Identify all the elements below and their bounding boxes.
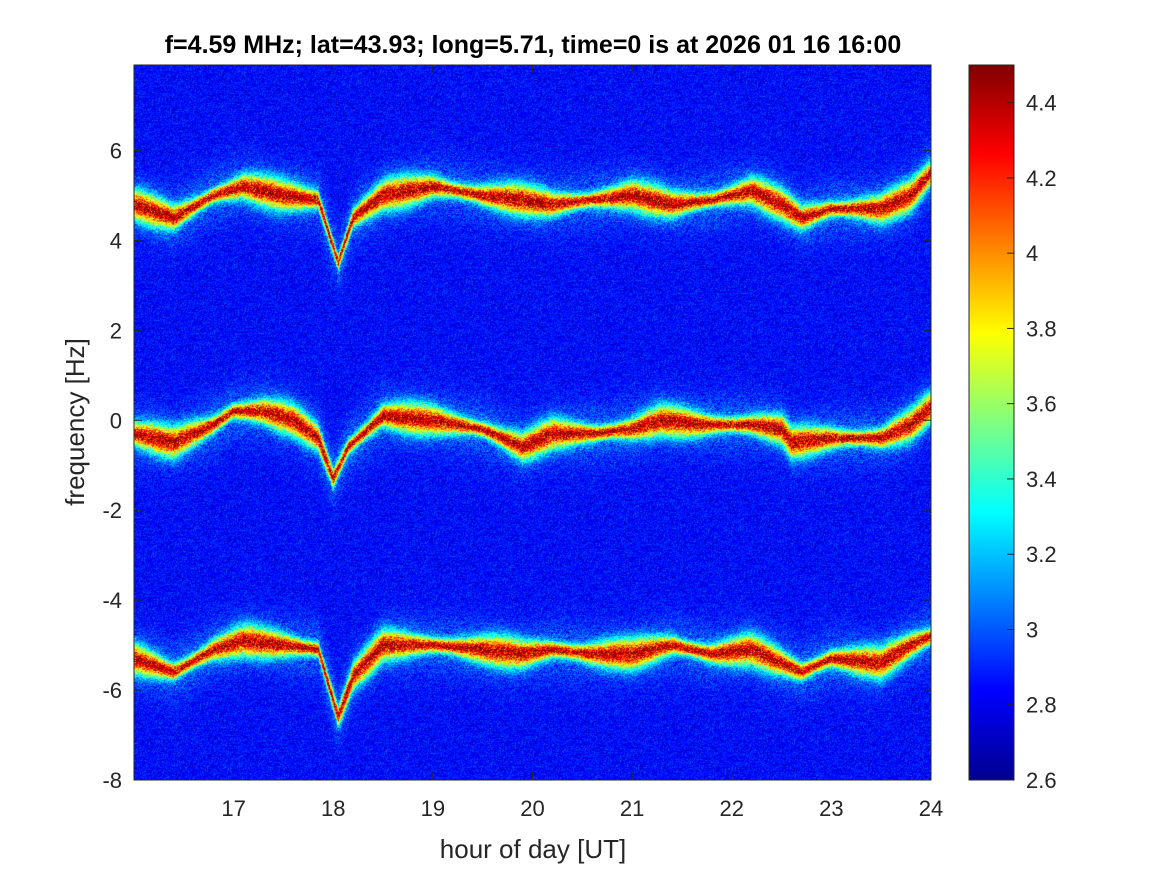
y-tick-label: -8 [102, 768, 122, 793]
chart-title: f=4.59 MHz; lat=43.93; long=5.71, time=0… [165, 31, 902, 59]
colorbar-tick-label: 3.4 [1026, 467, 1057, 492]
x-tick-label: 18 [321, 796, 345, 821]
x-tick-label: 23 [819, 796, 843, 821]
x-tick-label: 24 [919, 796, 943, 821]
y-axis: -8 -6 -4 -2 0 2 4 6 [102, 138, 931, 793]
colorbar-tick-label: 4.2 [1026, 166, 1057, 191]
y-tick-label: 6 [110, 138, 122, 163]
colorbar: 2.6 2.8 3 3.2 3.4 3.6 3.8 4 4.2 4.4 [968, 64, 1057, 793]
x-tick-label: 17 [221, 796, 245, 821]
y-tick-label: 2 [110, 318, 122, 343]
colorbar-tick-label: 3.8 [1026, 316, 1057, 341]
y-axis-label: frequency [Hz] [60, 338, 90, 506]
y-tick-label: 4 [110, 228, 122, 253]
y-tick-label: -4 [102, 588, 122, 613]
colorbar-tick-label: 2.6 [1026, 768, 1057, 793]
colorbar-ticks: 2.6 2.8 3 3.2 3.4 3.6 3.8 4 4.2 4.4 [1007, 91, 1057, 793]
x-axis: 17 18 19 20 21 22 23 24 [221, 65, 943, 821]
y-tick-label: -2 [102, 498, 122, 523]
colorbar-tick-label: 4.4 [1026, 91, 1057, 116]
x-axis-label: hour of day [UT] [440, 834, 626, 864]
x-tick-label: 22 [720, 796, 744, 821]
colorbar-tick-label: 3.2 [1026, 542, 1057, 567]
colorbar-tick-label: 3 [1026, 617, 1038, 642]
y-tick-label: -6 [102, 678, 122, 703]
colorbar-tick-label: 2.8 [1026, 693, 1057, 718]
colorbar-gradient [968, 64, 1015, 781]
plot-area [133, 64, 932, 781]
x-tick-label: 21 [620, 796, 644, 821]
spectrogram-heatmap [134, 65, 931, 780]
x-tick-label: 20 [520, 796, 544, 821]
colorbar-tick-label: 4 [1026, 241, 1038, 266]
y-tick-label: 0 [110, 408, 122, 433]
x-tick-label: 19 [421, 796, 445, 821]
colorbar-tick-label: 3.6 [1026, 392, 1057, 417]
